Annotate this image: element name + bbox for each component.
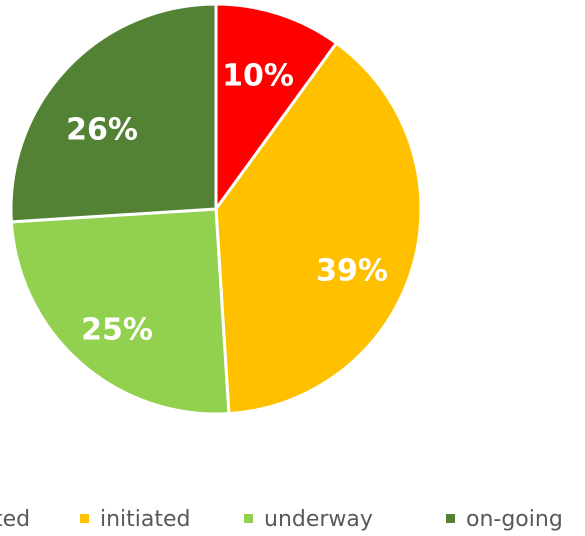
pie-slice-initiated: [214, 41, 423, 416]
pie-slice-underway: [9, 207, 231, 416]
legend-label: ted: [0, 507, 30, 532]
slice-value-label: 10%: [222, 59, 294, 94]
slice-labels: 10% 39% 25% 26%: [66, 59, 388, 348]
legend-marker: [446, 514, 455, 523]
slice-value-label: 39%: [316, 254, 388, 289]
legend: ted initiated underway on-going: [0, 507, 563, 532]
legend-label: on-going: [466, 507, 563, 532]
slice-value-label: 26%: [66, 113, 138, 148]
slice-value-label: 25%: [81, 313, 153, 348]
legend-label: initiated: [100, 507, 191, 532]
pie-slice-on-going: [9, 2, 218, 224]
legend-marker: [80, 514, 89, 523]
legend-marker: [244, 514, 253, 523]
pie-slices: [9, 2, 423, 416]
legend-label: underway: [264, 507, 373, 532]
pie-slice-slice-0: [214, 2, 338, 211]
